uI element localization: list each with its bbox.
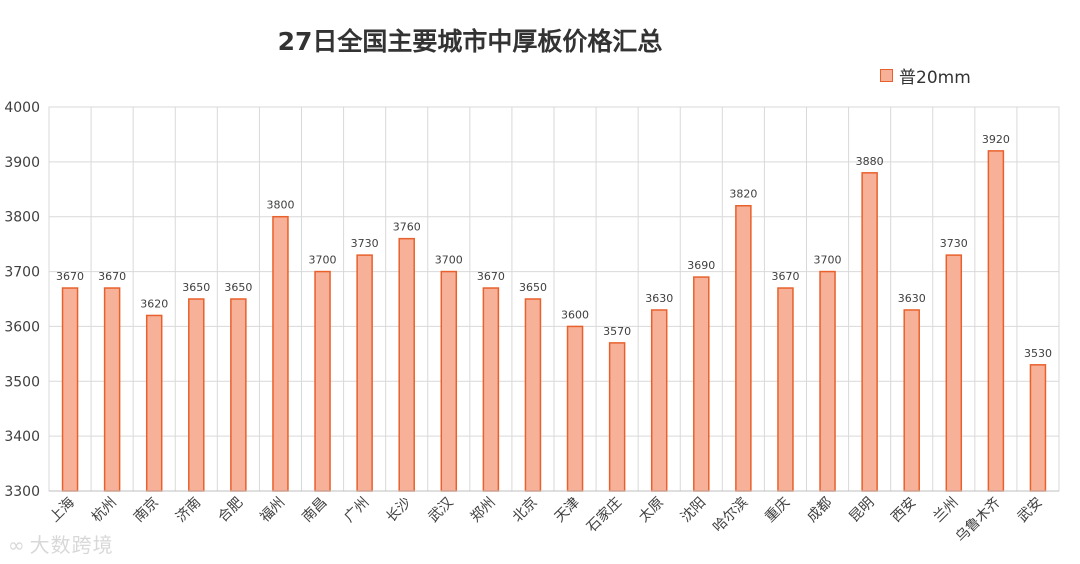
category-label: 成都 — [804, 495, 835, 526]
data-label: 3920 — [982, 133, 1010, 146]
category-label: 福州 — [257, 495, 288, 526]
legend: 普20mm — [880, 64, 971, 88]
data-label: 3700 — [309, 254, 337, 267]
category-label: 北京 — [510, 495, 541, 526]
data-label: 3760 — [393, 221, 421, 234]
data-label: 3650 — [519, 281, 547, 294]
data-label: 3650 — [182, 281, 210, 294]
bar — [356, 254, 373, 492]
bar — [735, 204, 752, 492]
bar — [566, 325, 584, 492]
category-label: 郑州 — [468, 495, 499, 526]
bar — [903, 309, 920, 492]
bar — [188, 298, 205, 492]
y-tick-label: 3900 — [4, 155, 40, 171]
data-label: 3800 — [266, 199, 294, 212]
data-label: 3700 — [814, 254, 842, 267]
y-tick-label: 3800 — [4, 210, 40, 226]
y-tick-label: 3500 — [4, 374, 40, 390]
chart-title: 27日全国主要城市中厚板价格汇总 — [277, 27, 663, 56]
data-label: 3600 — [561, 308, 589, 321]
category-label: 南昌 — [299, 495, 330, 526]
data-label: 3530 — [1024, 347, 1052, 360]
data-label: 3650 — [224, 281, 252, 294]
bar — [230, 298, 247, 492]
bar — [103, 287, 121, 492]
bar — [650, 309, 668, 492]
bar — [145, 314, 163, 492]
bar — [608, 342, 626, 492]
category-label: 太原 — [636, 495, 667, 526]
data-label: 3820 — [729, 188, 757, 201]
category-label: 昆明 — [846, 495, 877, 526]
data-label: 3690 — [687, 259, 715, 272]
bar — [987, 150, 1005, 492]
category-label: 上海 — [47, 495, 78, 526]
data-label: 3570 — [603, 325, 631, 338]
category-label: 天津 — [552, 495, 583, 526]
y-tick-label: 3300 — [4, 484, 40, 500]
bar — [61, 287, 79, 492]
category-label: 杭州 — [89, 495, 120, 526]
y-tick-label: 3600 — [4, 319, 40, 335]
category-label: 乌鲁木齐 — [953, 495, 1004, 546]
bar — [398, 237, 415, 492]
bar — [524, 298, 542, 492]
bar — [861, 172, 878, 492]
category-label: 武汉 — [426, 495, 457, 526]
data-label: 3620 — [140, 297, 168, 310]
category-label: 长沙 — [383, 495, 414, 526]
bar — [272, 215, 289, 492]
category-label: 石家庄 — [583, 494, 625, 536]
category-label: 重庆 — [762, 495, 793, 526]
bar — [945, 254, 963, 492]
legend-label: 普20mm — [899, 67, 971, 88]
data-label: 3630 — [645, 292, 673, 305]
data-label: 3730 — [940, 237, 968, 250]
bar — [693, 276, 710, 492]
category-label: 沈阳 — [678, 495, 709, 526]
data-label: 3670 — [56, 270, 84, 283]
infinity-logo-icon: ∞ — [8, 533, 26, 557]
category-label: 南京 — [131, 495, 162, 526]
category-label: 济南 — [173, 495, 204, 526]
watermark: ∞ 大数跨境 — [8, 529, 114, 558]
data-label: 3880 — [856, 155, 884, 168]
bar — [440, 270, 458, 492]
data-label: 3670 — [98, 270, 126, 283]
category-label: 西安 — [888, 495, 919, 526]
category-label: 武安 — [1015, 495, 1046, 526]
bar — [482, 287, 500, 492]
data-label: 3730 — [351, 237, 379, 250]
bar — [1029, 364, 1047, 492]
data-label: 3670 — [771, 270, 799, 283]
bar — [314, 270, 331, 492]
data-label: 3700 — [435, 254, 463, 267]
y-tick-label: 3400 — [4, 429, 40, 445]
category-label: 广州 — [341, 495, 372, 526]
data-label: 3670 — [477, 270, 505, 283]
category-label: 兰州 — [931, 495, 962, 526]
data-label: 3630 — [898, 292, 926, 305]
bar — [777, 287, 794, 492]
category-label: 合肥 — [215, 495, 246, 526]
watermark-text: 大数跨境 — [29, 533, 114, 557]
y-tick-label: 3700 — [4, 265, 40, 281]
bar — [819, 270, 836, 492]
y-tick-label: 4000 — [4, 100, 40, 116]
category-label: 哈尔滨 — [710, 495, 751, 536]
legend-swatch — [880, 68, 893, 82]
